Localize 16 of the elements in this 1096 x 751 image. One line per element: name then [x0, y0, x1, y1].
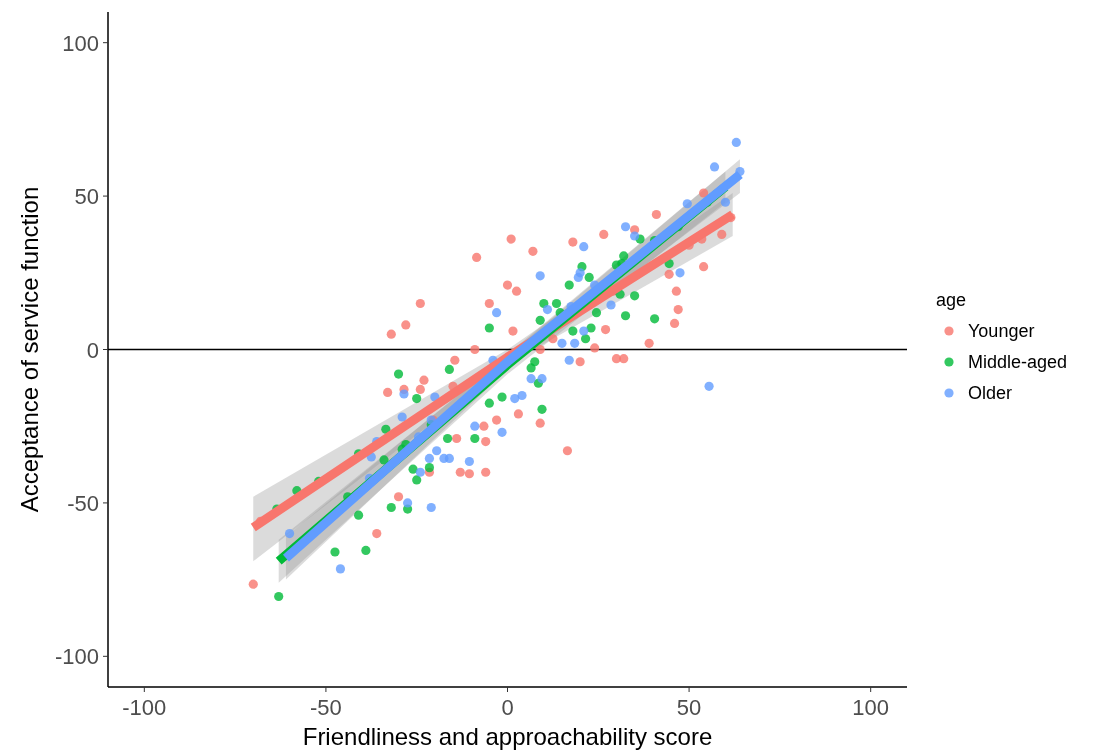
y-tick-label: -50: [67, 490, 99, 516]
legend-label: Younger: [968, 321, 1035, 341]
x-tick-label: -100: [122, 695, 167, 720]
y-tick-label: 100: [62, 30, 99, 56]
y-tick-label: 50: [74, 184, 99, 210]
x-tick-label: 50: [676, 695, 702, 720]
y-tick-label: 0: [86, 337, 99, 363]
y-tick-label: -100: [54, 644, 99, 670]
x-tick-label: -50: [310, 695, 342, 720]
x-tick-label: 0: [501, 695, 514, 720]
legend-label: Older: [968, 383, 1013, 403]
x-tick-label: 100: [852, 695, 890, 720]
y-axis-title: Acceptance of service function: [16, 186, 43, 513]
legend-label: Middle-aged: [968, 352, 1068, 372]
x-axis-title: Friendliness and approachability score: [302, 723, 713, 750]
legend-title: age: [936, 290, 967, 310]
